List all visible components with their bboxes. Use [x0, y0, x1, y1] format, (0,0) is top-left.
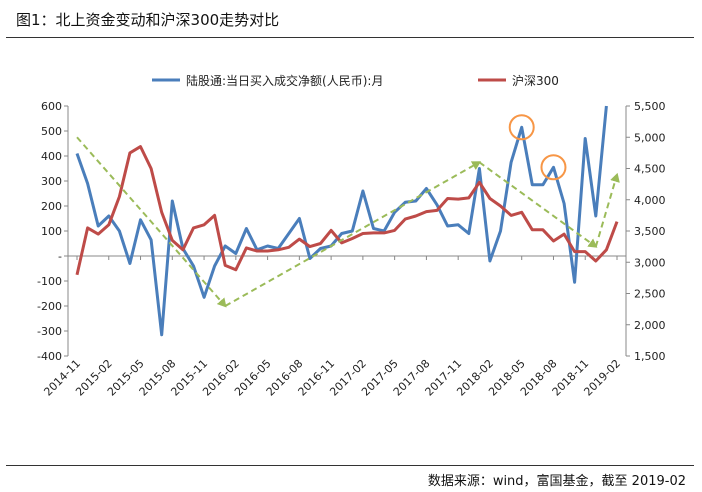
- highlight-circle: [508, 114, 535, 141]
- right-tick-label: 4,000: [634, 194, 666, 207]
- left-tick-label: 400: [41, 150, 62, 163]
- trend-arrow: [76, 136, 227, 308]
- left-tick-label: 200: [41, 200, 62, 213]
- right-tick-label: 3,000: [634, 256, 666, 269]
- right-tick-label: 3,500: [634, 225, 666, 238]
- chart-title: 图1：北上资金变动和沪深300走势对比: [16, 11, 280, 29]
- trend-arrow: [224, 161, 482, 307]
- top-rule: [6, 37, 694, 38]
- series-hs300: [75, 145, 619, 276]
- left-tick-label: -: [58, 250, 62, 263]
- legend-label: 陆股通:当日买入成交净额(人民币):月: [186, 73, 383, 88]
- right-tick-label: 2,000: [634, 319, 666, 332]
- highlight-circle: [540, 154, 567, 181]
- right-tick-label: 4,500: [634, 163, 666, 176]
- left-tick-label: -400: [37, 350, 62, 363]
- legend: 陆股通:当日买入成交净额(人民币):月 沪深300: [152, 73, 559, 88]
- trend-arrow: [478, 161, 598, 248]
- right-tick-label: 1,500: [634, 350, 666, 363]
- left-tick-label: -200: [37, 300, 62, 313]
- left-tick-label: -100: [37, 275, 62, 288]
- left-tick-label: 300: [41, 175, 62, 188]
- annotations: [76, 114, 620, 308]
- source-note: 数据来源：wind，富国基金，截至 2019-02: [427, 474, 686, 489]
- right-tick-label: 5,500: [634, 100, 666, 113]
- series: [75, 105, 619, 337]
- left-tick-label: 500: [41, 125, 62, 138]
- bottom-rule: [6, 465, 694, 466]
- left-tick-label: -300: [37, 325, 62, 338]
- legend-label: 沪深300: [512, 74, 559, 88]
- right-tick-label: 5,000: [634, 131, 666, 144]
- left-tick-label: 100: [41, 225, 62, 238]
- left-tick-label: 600: [41, 100, 62, 113]
- right-tick-label: 2,500: [634, 288, 666, 301]
- trend-arrow: [594, 172, 620, 247]
- series-line: [75, 145, 619, 276]
